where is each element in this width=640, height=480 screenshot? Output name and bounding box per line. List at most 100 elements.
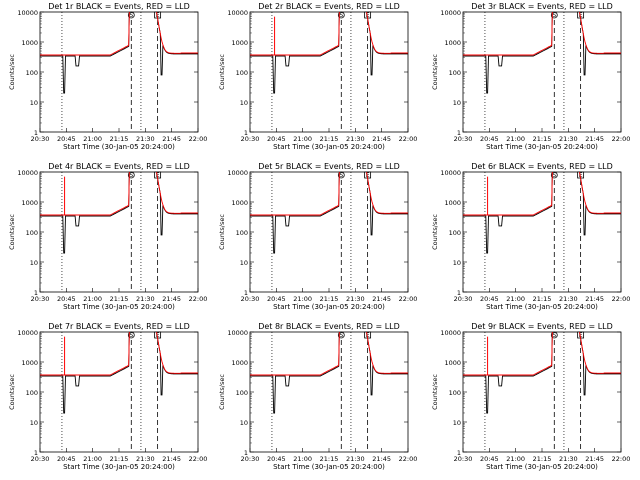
start-marker-label: S (339, 12, 343, 19)
y-tick-label: 1000 (231, 359, 248, 367)
y-tick-label: 10 (453, 99, 461, 107)
start-marker (337, 11, 345, 19)
plot-frame (462, 171, 622, 293)
x-tick-label: 21:00 (293, 295, 312, 303)
x-tick-label: 22:00 (189, 135, 208, 143)
end-marker-label: E (366, 12, 370, 19)
start-marker-label: S (339, 172, 343, 179)
x-tick-label: 20:45 (267, 455, 286, 463)
y-tick-label: 1000 (444, 359, 461, 367)
x-tick-label: 21:15 (533, 135, 552, 143)
y-tick-label: 1000 (444, 39, 461, 47)
end-marker-label: E (366, 172, 370, 179)
series-events (250, 172, 408, 254)
plot-frame (39, 171, 199, 293)
y-axis-label: Counts/sec (218, 54, 226, 90)
y-tick-label: 1000 (21, 39, 38, 47)
chart-panel-4: Det 4r BLACK = Events, RED = LLD 1 10 100 10… (8, 162, 207, 311)
plot-frame (249, 11, 409, 133)
y-tick-label: 10000 (227, 329, 248, 337)
plot-frame (462, 331, 622, 453)
chart-title: Det 1r BLACK = Events, RED = LLD (48, 2, 190, 11)
y-tick-label: 10 (453, 259, 461, 267)
chart-title: Det 8r BLACK = Events, RED = LLD (258, 322, 400, 331)
x-tick-label: 21:30 (346, 455, 365, 463)
start-marker (127, 331, 135, 339)
chart-title: Det 9r BLACK = Events, RED = LLD (471, 322, 613, 331)
x-tick-label: 21:45 (372, 295, 391, 303)
y-axis-label: Counts/sec (218, 374, 226, 410)
start-marker (550, 11, 558, 19)
end-marker-label: E (579, 172, 583, 179)
y-tick-label: 10000 (17, 9, 38, 17)
x-tick-label: 21:15 (110, 135, 129, 143)
x-tick-label: 20:45 (480, 455, 499, 463)
x-tick-label: 21:15 (320, 295, 339, 303)
start-marker-label: S (552, 12, 556, 19)
x-tick-label: 22:00 (399, 455, 418, 463)
x-tick-label: 21:00 (506, 455, 525, 463)
start-marker-label: S (129, 12, 133, 19)
x-tick-label: 21:00 (293, 135, 312, 143)
x-tick-label: 21:15 (320, 135, 339, 143)
x-tick-label: 21:30 (346, 295, 365, 303)
series-events (463, 172, 621, 254)
y-tick-label: 1 (457, 129, 461, 137)
plot-frame (249, 171, 409, 293)
x-tick-label: 21:15 (110, 295, 129, 303)
y-tick-label: 1 (34, 129, 38, 137)
x-tick-label: 21:00 (293, 455, 312, 463)
y-tick-label: 10000 (440, 169, 461, 177)
y-tick-label: 10 (30, 419, 38, 427)
series-lld (463, 12, 621, 56)
x-tick-label: 21:15 (320, 455, 339, 463)
y-tick-label: 10000 (17, 329, 38, 337)
series-events (40, 172, 198, 254)
x-tick-label: 21:30 (559, 135, 578, 143)
x-tick-label: 21:45 (162, 135, 181, 143)
y-axis-label: Counts/sec (218, 214, 226, 250)
x-tick-label: 20:30 (454, 295, 473, 303)
x-tick-label: 22:00 (399, 135, 418, 143)
x-tick-label: 21:45 (585, 455, 604, 463)
y-tick-label: 1000 (231, 39, 248, 47)
x-tick-label: 21:30 (346, 135, 365, 143)
chart-title: Det 4r BLACK = Events, RED = LLD (48, 162, 190, 171)
series-lld (40, 332, 198, 376)
y-tick-label: 10 (453, 419, 461, 427)
start-marker (127, 171, 135, 179)
series-events (40, 332, 198, 414)
series-events (463, 332, 621, 414)
y-tick-label: 10000 (227, 169, 248, 177)
chart-title: Det 3r BLACK = Events, RED = LLD (471, 2, 613, 11)
y-tick-label: 10 (240, 419, 248, 427)
series-lld (463, 332, 621, 376)
x-axis-label: Start Time (30-Jan-05 20:24:00) (486, 303, 598, 311)
x-tick-label: 21:45 (372, 455, 391, 463)
start-marker-label: S (129, 172, 133, 179)
x-tick-label: 21:30 (136, 135, 155, 143)
x-tick-label: 20:45 (267, 135, 286, 143)
chart-panel-3: Det 3r BLACK = Events, RED = LLD 1 10 100 10… (431, 2, 630, 151)
x-tick-label: 21:30 (559, 455, 578, 463)
start-marker-label: S (129, 332, 133, 339)
y-tick-label: 10 (240, 259, 248, 267)
y-tick-label: 100 (449, 229, 461, 237)
y-tick-label: 1 (244, 449, 248, 457)
y-tick-label: 100 (236, 229, 248, 237)
x-axis-label: Start Time (30-Jan-05 20:24:00) (63, 303, 175, 311)
x-tick-label: 20:45 (57, 135, 76, 143)
x-tick-label: 20:30 (31, 295, 50, 303)
x-tick-label: 21:30 (136, 455, 155, 463)
x-axis-label: Start Time (30-Jan-05 20:24:00) (273, 143, 385, 151)
x-tick-label: 22:00 (399, 295, 418, 303)
y-tick-label: 100 (26, 69, 38, 77)
chart-title: Det 2r BLACK = Events, RED = LLD (258, 2, 400, 11)
x-tick-label: 20:30 (454, 135, 473, 143)
y-tick-label: 100 (449, 69, 461, 77)
x-tick-label: 21:00 (506, 295, 525, 303)
y-tick-label: 10 (240, 99, 248, 107)
x-tick-label: 20:30 (241, 135, 260, 143)
y-tick-label: 100 (236, 389, 248, 397)
x-tick-label: 22:00 (189, 455, 208, 463)
